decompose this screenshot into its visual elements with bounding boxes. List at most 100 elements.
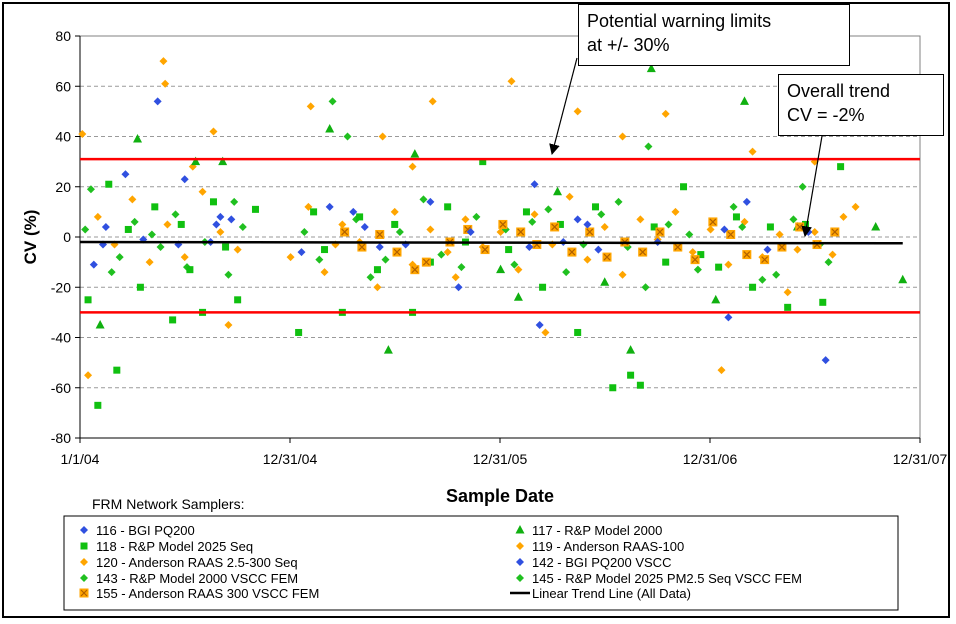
data-point [839,212,848,221]
data-point [505,246,513,254]
annotation-line: at +/- 30% [587,35,670,55]
data-point-cross [691,256,699,264]
annotation-line: Overall trend [787,81,891,101]
data-point [472,212,481,221]
data-point [113,366,121,374]
data-point [147,230,156,239]
data-point [461,215,470,224]
data-point [153,97,162,106]
data-point [749,283,757,291]
data-point [349,207,358,216]
data-point [661,109,670,118]
data-point [224,270,233,279]
data-point [798,182,807,191]
legend-label: 142 - BGI PQ200 VSCC [532,555,671,570]
data-point [163,220,172,229]
data-point [528,217,537,226]
data-point [810,227,819,236]
legend-label: 116 - BGI PQ200 [96,523,195,538]
data-point-cross [551,223,559,231]
data-point [234,296,242,304]
data-point [650,223,658,231]
data-point [395,227,404,236]
legend-label: 143 - R&P Model 2000 VSCC FEM [96,571,298,586]
data-point [583,220,592,229]
trend-arrow [801,135,823,238]
data-point-cross [568,248,576,256]
data-point-cross [639,248,647,256]
data-point [209,127,218,136]
data-point [320,268,329,277]
data-point [222,243,230,251]
data-point-cross [656,228,664,236]
data-point [373,283,382,292]
data-point [466,227,475,236]
data-point [507,77,516,86]
data-point [366,273,375,282]
y-tick-label: 40 [55,129,71,145]
data-point [321,246,329,254]
data-point [828,250,837,259]
data-point [251,205,259,213]
data-point [609,384,617,392]
data-point [89,260,98,269]
data-point [227,215,236,224]
data-point [821,356,830,365]
data-point [230,197,239,206]
data-point [600,222,609,231]
data-point [565,192,574,201]
data-point [525,243,534,252]
data-point [300,227,309,236]
data-point [671,207,680,216]
data-point [383,345,393,354]
y-tick-label: -60 [51,380,71,396]
data-point [180,175,189,184]
data-point [783,288,792,297]
data-point [437,250,446,259]
x-axis-label: Sample Date [446,486,554,506]
data-point [772,270,781,279]
data-point [378,132,387,141]
y-axis-label: CV (%) [21,210,40,265]
legend-label: 117 - R&P Model 2000 [532,523,662,538]
data-point [763,245,772,254]
data-point [724,313,733,322]
data-point [171,210,180,219]
data-point [233,245,242,254]
data-point [573,215,582,224]
data-point [209,198,217,206]
data-point [343,132,352,141]
data-point [306,102,315,111]
data-point [78,129,87,138]
data-point [530,180,539,189]
data-point [530,210,539,219]
data-point [646,63,656,73]
data-point [706,225,715,234]
data-point [136,283,144,291]
legend-marker-cross [80,589,88,597]
legend-label: 118 - R&P Model 2025 Seq [96,539,253,554]
data-point [286,253,295,262]
legend-marker [80,558,88,566]
legend-marker [80,574,88,582]
overall-trend-annotation: Overall trend CV = -2% [778,74,944,136]
data-point [101,222,110,231]
data-point [419,195,428,204]
legend-label: 145 - R&P Model 2025 PM2.5 Seq VSCC FEM [532,571,802,586]
data-point [688,248,697,257]
data-point [145,258,154,267]
annotation-line: CV = -2% [787,105,865,125]
data-point [130,217,139,226]
data-point [600,277,610,286]
data-point [84,296,92,304]
data-point [724,260,733,269]
data-point [315,255,324,264]
data-point [133,134,143,143]
data-point [457,263,466,272]
data-point [664,220,673,229]
data-point [496,264,506,274]
y-tick-label: 20 [55,179,71,195]
data-point [180,253,189,262]
data-point [115,253,124,262]
data-point [356,213,364,221]
